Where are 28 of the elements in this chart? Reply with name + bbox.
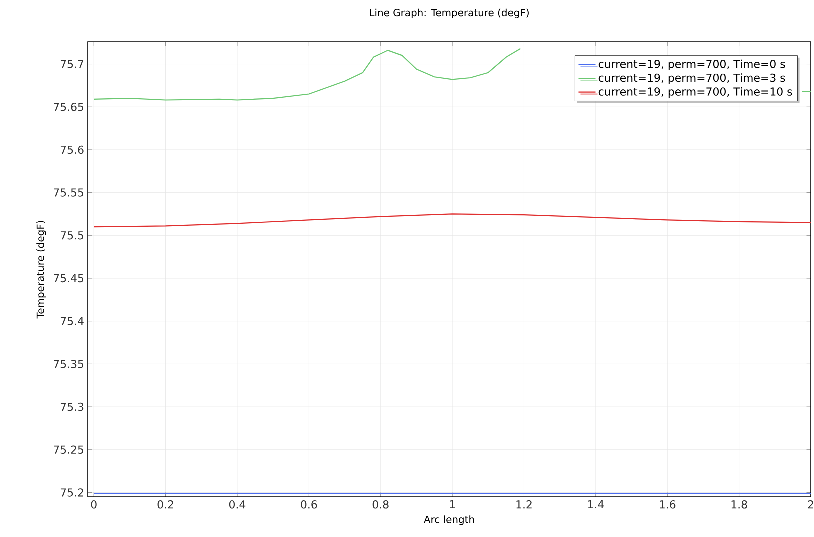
y-tick-label: 75.5 xyxy=(60,232,84,240)
x-axis-title: Arc length xyxy=(424,516,474,526)
x-tick-label: 0 xyxy=(91,500,97,509)
x-tick-label: 1 xyxy=(450,500,456,509)
y-tick-label: 75.6 xyxy=(60,146,84,154)
y-tick-label: 75.2 xyxy=(60,488,84,497)
legend-label: current=19, perm=700, Time=0 s xyxy=(598,60,786,70)
x-tick-label: 1.8 xyxy=(732,500,748,509)
x-tick-label: 0.8 xyxy=(372,500,389,509)
x-tick-label: 0.2 xyxy=(158,500,174,509)
legend-label: current=19, perm=700, Time=10 s xyxy=(598,87,792,98)
x-tick-label: 0.4 xyxy=(229,500,246,509)
chart-title: Line Graph: Temperature (degF) xyxy=(370,8,529,18)
y-tick-label: 75.25 xyxy=(54,446,84,454)
x-tick-label: 1.4 xyxy=(588,500,604,509)
y-tick-label: 75.65 xyxy=(54,102,84,112)
y-tick-label: 75.3 xyxy=(60,402,84,412)
y-tick-label: 75.35 xyxy=(54,360,84,368)
y-axis-title: Temperature (degF) xyxy=(36,221,46,319)
x-tick-label: 0.6 xyxy=(301,500,318,509)
x-tick-label: 1.2 xyxy=(516,500,532,509)
y-tick-label: 75.55 xyxy=(54,188,84,197)
y-tick-label: 75.4 xyxy=(60,317,84,326)
x-tick-label: 1.6 xyxy=(660,500,676,509)
x-tick-label: 2 xyxy=(808,500,814,509)
y-tick-label: 75.7 xyxy=(60,60,84,68)
y-tick-label: 75.45 xyxy=(54,274,84,283)
legend-label: current=19, perm=700, Time=3 s xyxy=(598,74,786,84)
